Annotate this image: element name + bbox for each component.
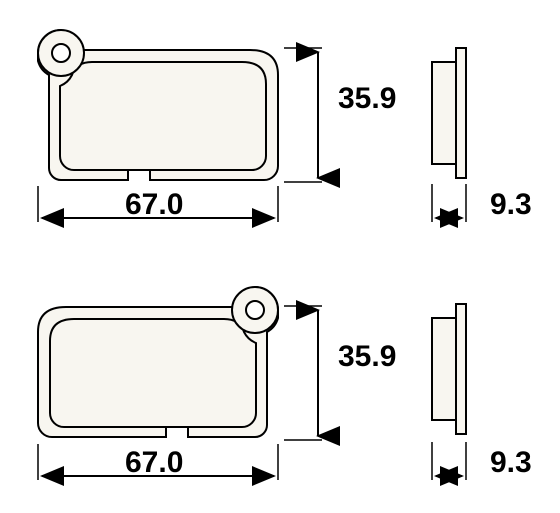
brake-pad-top <box>38 30 278 180</box>
pad-top-hole-inner <box>52 44 70 62</box>
pad-bottom-profile <box>432 304 466 434</box>
diagram-canvas: 67.0 35.9 9.3 67.0 35.9 9.3 <box>0 0 560 513</box>
dim-bottom-height <box>284 306 322 440</box>
label-top-height: 35.9 <box>338 82 396 116</box>
brake-pad-bottom <box>38 287 278 437</box>
dim-top-thickness <box>432 184 466 222</box>
label-bottom-thickness: 9.3 <box>490 446 532 480</box>
dim-bottom-thickness <box>432 442 466 480</box>
pad-bottom-friction <box>50 319 256 427</box>
diagram-svg <box>0 0 560 513</box>
pad-top-friction <box>60 62 266 170</box>
label-bottom-width: 67.0 <box>125 446 183 480</box>
pad-top-profile <box>432 48 466 178</box>
pad-bottom-hole-inner <box>246 301 264 319</box>
label-bottom-height: 35.9 <box>338 340 396 374</box>
dim-top-height <box>284 48 322 182</box>
label-top-width: 67.0 <box>125 188 183 222</box>
label-top-thickness: 9.3 <box>490 188 532 222</box>
